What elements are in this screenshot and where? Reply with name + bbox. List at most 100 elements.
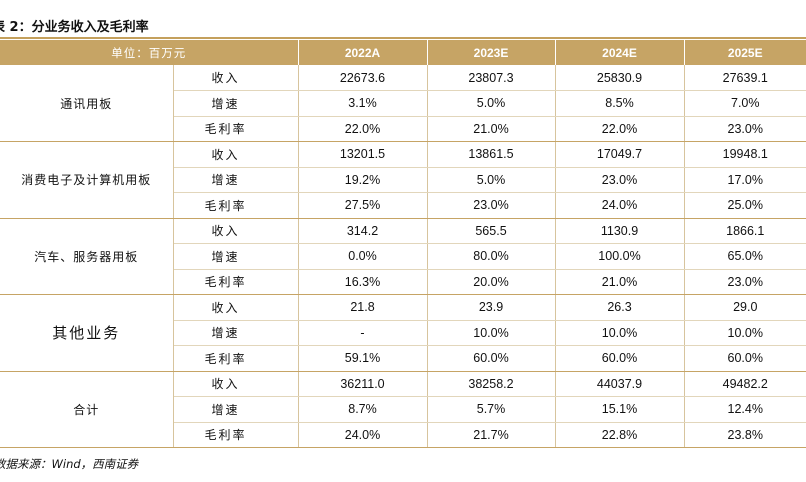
- value-cell: 38258.2: [427, 371, 556, 397]
- value-cell: 7.0%: [684, 90, 806, 117]
- segment-label: 其他业务: [0, 294, 174, 372]
- value-cell: 29.0: [684, 294, 806, 321]
- value-cell: 16.3%: [298, 269, 428, 295]
- value-cell: 27.5%: [298, 192, 428, 219]
- table-row: 汽车、服务器用板 收入 314.2 565.5 1130.9 1866.1: [0, 218, 806, 295]
- value-cell: 20.0%: [427, 269, 556, 295]
- year-header: 2024E: [555, 40, 685, 65]
- value-cell: 23.9: [427, 294, 556, 321]
- value-cell: 13201.5: [298, 141, 428, 168]
- table-row: 毛利率 22.0% 21.0% 22.0% 23.0%: [0, 116, 806, 142]
- value-cell: 8.7%: [298, 396, 428, 423]
- value-cell: 565.5: [427, 218, 556, 244]
- value-cell: 80.0%: [427, 243, 556, 270]
- value-cell: 23.0%: [427, 192, 556, 219]
- value-cell: 10.0%: [555, 320, 685, 346]
- value-cell: 5.0%: [427, 90, 556, 117]
- table-row: 毛利率 59.1% 60.0% 60.0% 60.0%: [0, 345, 806, 372]
- metric-label: 收入: [173, 141, 299, 168]
- value-cell: 10.0%: [684, 320, 806, 346]
- source-note: 数据来源：Wind，西南证券: [0, 457, 139, 471]
- title-divider: [0, 37, 806, 39]
- table-row: 增速 -10.0% 10.0% 10.0%: [0, 320, 806, 346]
- value-cell: 23.0%: [555, 167, 685, 193]
- value-cell: 23.0%: [684, 116, 806, 142]
- value-cell: 22.8%: [555, 422, 685, 448]
- metric-label: 增速: [173, 320, 299, 346]
- header-row: 单位：百万元 2022A 2023E 2024E 2025E: [0, 40, 806, 65]
- value-cell: 12.4%: [684, 396, 806, 423]
- value-cell: 15.1%: [555, 396, 685, 423]
- value-cell: 22.0%: [298, 116, 428, 142]
- value-cell: 5.7%: [427, 396, 556, 423]
- value-cell: 100.0%: [555, 243, 685, 270]
- metric-label: 毛利率: [173, 269, 299, 295]
- value-cell: 49482.2: [684, 371, 806, 397]
- revenue-margin-table: 单位：百万元 2022A 2023E 2024E 2025E 通讯用板 收入 226…: [0, 40, 806, 448]
- value-cell: 25830.9: [555, 65, 685, 91]
- value-cell: 13861.5: [427, 141, 556, 168]
- value-cell: 22.0%: [555, 116, 685, 142]
- metric-label: 毛利率: [173, 116, 299, 142]
- value-cell: 17049.7: [555, 141, 685, 168]
- value-cell: 23807.3: [427, 65, 556, 91]
- table-row: 其他业务 收入 21.8 23.9 26.3 29.0: [0, 294, 806, 372]
- value-cell: -: [298, 320, 428, 346]
- value-cell: 23.8%: [684, 422, 806, 448]
- value-cell: 3.1%: [298, 90, 428, 117]
- value-cell: 26.3: [555, 294, 685, 321]
- table-row: 增速 8.7% 5.7% 15.1% 12.4%: [0, 396, 806, 423]
- value-cell: 44037.9: [555, 371, 685, 397]
- value-cell: 24.0%: [298, 422, 428, 448]
- segment-label: 通讯用板: [0, 65, 174, 142]
- value-cell: 36211.0: [298, 371, 428, 397]
- table-row: 增速 19.2% 5.0% 23.0% 17.0%: [0, 167, 806, 193]
- table-row: 增速 3.1% 5.0% 8.5% 7.0%: [0, 90, 806, 117]
- value-cell: 65.0%: [684, 243, 806, 270]
- value-cell: 19948.1: [684, 141, 806, 168]
- value-cell: 23.0%: [684, 269, 806, 295]
- metric-label: 收入: [173, 371, 299, 397]
- metric-label: 收入: [173, 218, 299, 244]
- table-title: 表 2：分业务收入及毛利率: [0, 20, 149, 35]
- table-row: 合计 收入 36211.0 38258.2 44037.9 49482.2: [0, 371, 806, 448]
- metric-label: 增速: [173, 90, 299, 117]
- value-cell: 21.0%: [555, 269, 685, 295]
- value-cell: 17.0%: [684, 167, 806, 193]
- value-cell: 21.8: [298, 294, 428, 321]
- unit-header: 单位：百万元: [0, 40, 299, 65]
- table-body: 通讯用板 收入 22673.6 23807.3 25830.9 27639.1 增速 3.1%…: [0, 65, 806, 448]
- value-cell: 22673.6: [298, 65, 428, 91]
- year-header: 2025E: [684, 40, 806, 65]
- value-cell: 24.0%: [555, 192, 685, 219]
- value-cell: 1866.1: [684, 218, 806, 244]
- value-cell: 1130.9: [555, 218, 685, 244]
- value-cell: 314.2: [298, 218, 428, 244]
- table-bottom-rule: [0, 447, 806, 448]
- segment-label: 汽车、服务器用板: [0, 218, 174, 295]
- table-row: 消费电子及计算机用板 收入 13201.5 13861.5 17049.7 19948.1: [0, 141, 806, 219]
- metric-label: 收入: [173, 65, 299, 91]
- metric-label: 毛利率: [173, 422, 299, 448]
- year-header: 2023E: [427, 40, 556, 65]
- value-cell: 25.0%: [684, 192, 806, 219]
- metric-label: 增速: [173, 396, 299, 423]
- value-cell: 8.5%: [555, 90, 685, 117]
- metric-label: 收入: [173, 294, 299, 321]
- value-cell: 10.0%: [427, 320, 556, 346]
- segment-label: 消费电子及计算机用板: [0, 141, 174, 219]
- metric-label: 增速: [173, 243, 299, 270]
- metric-label: 增速: [173, 167, 299, 193]
- metric-label: 毛利率: [173, 345, 299, 372]
- value-cell: 59.1%: [298, 345, 428, 372]
- value-cell: 19.2%: [298, 167, 428, 193]
- value-cell: 60.0%: [555, 345, 685, 372]
- value-cell: 60.0%: [684, 345, 806, 372]
- value-cell: 27639.1: [684, 65, 806, 91]
- value-cell: 0.0%: [298, 243, 428, 270]
- segment-label: 合计: [0, 371, 174, 448]
- value-cell: 60.0%: [427, 345, 556, 372]
- metric-label: 毛利率: [173, 192, 299, 219]
- year-header: 2022A: [298, 40, 428, 65]
- value-cell: 5.0%: [427, 167, 556, 193]
